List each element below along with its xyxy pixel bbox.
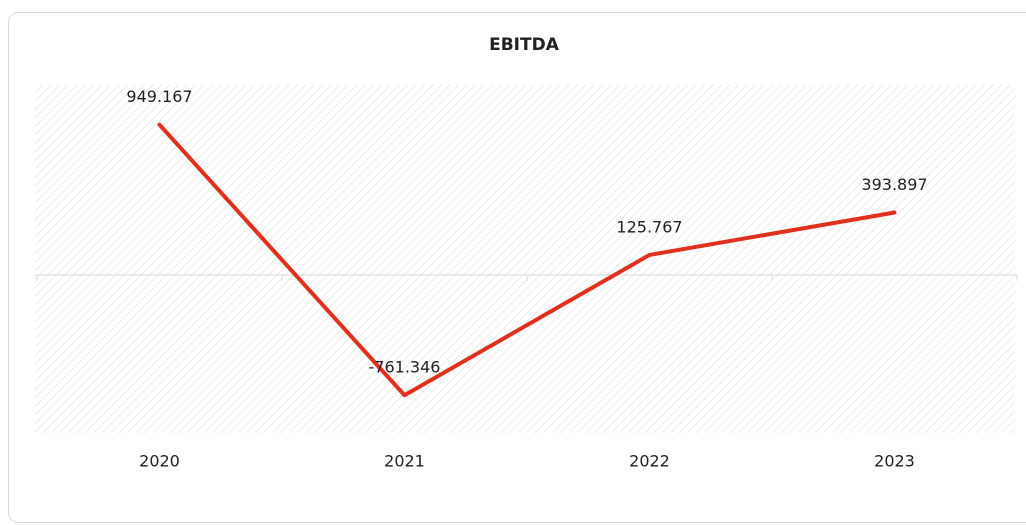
x-tick-label: 2023 [874, 452, 915, 471]
x-tick-label: 2020 [139, 452, 180, 471]
data-label: 125.767 [616, 217, 682, 236]
data-label: -761.346 [369, 358, 441, 377]
x-tick-label: 2022 [629, 452, 670, 471]
x-tick-label: 2021 [384, 452, 425, 471]
data-line [157, 122, 897, 398]
data-label: 393.897 [861, 175, 927, 194]
chart-title: EBITDA [489, 35, 560, 55]
plot-area [35, 85, 1015, 433]
data-label: 949.167 [126, 87, 192, 106]
